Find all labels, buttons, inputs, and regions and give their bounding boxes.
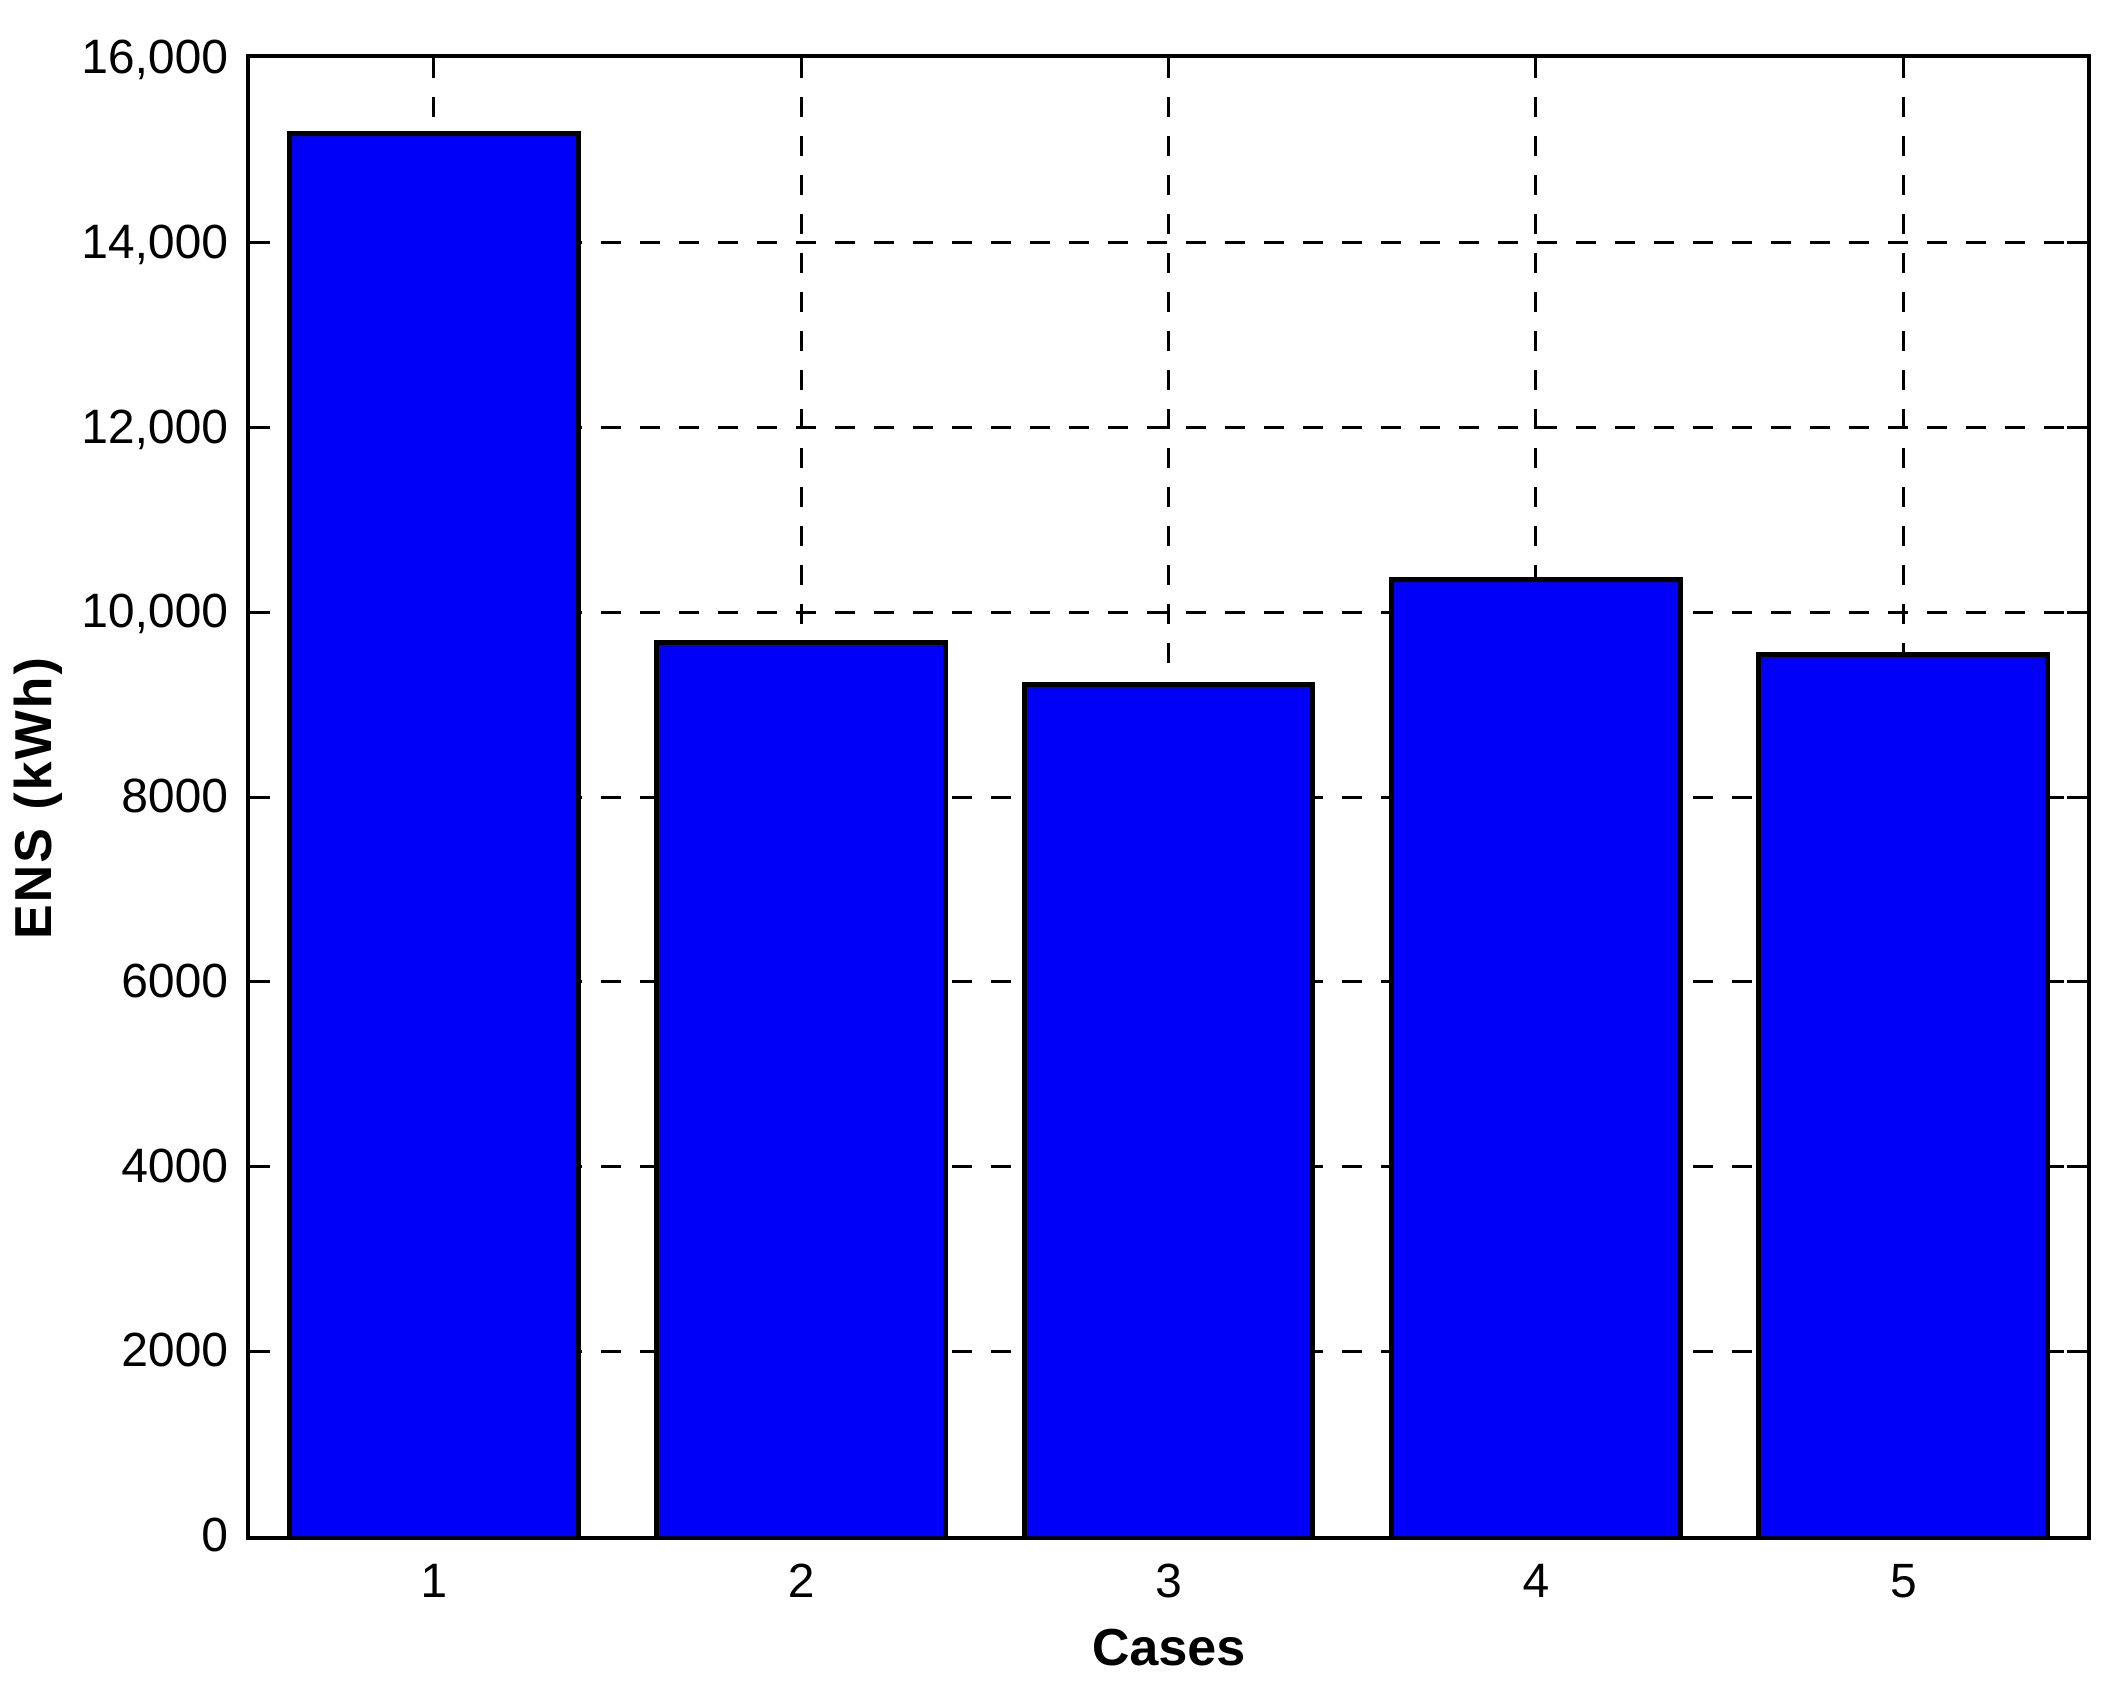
- y-axis-tick: [250, 1165, 270, 1168]
- y-axis-tick: [250, 1349, 270, 1353]
- x-tick-label: 1: [420, 1555, 448, 1608]
- bar: [1021, 681, 1316, 1536]
- plot-area: [246, 54, 2091, 1540]
- x-axis-tick: [1167, 58, 1170, 78]
- x-tick-label: 4: [1522, 1555, 1550, 1608]
- y-tick-label: 10,000: [81, 585, 228, 639]
- y-axis-tick: [250, 795, 270, 799]
- x-axis-tick: [432, 58, 436, 78]
- y-tick-label: 16,000: [81, 31, 228, 84]
- x-axis-label: Cases: [1091, 1619, 1246, 1677]
- bar: [654, 639, 949, 1536]
- y-tick-label: 2000: [121, 1324, 228, 1378]
- y-tick-label: 12,000: [81, 400, 228, 454]
- x-tick-label: 5: [1889, 1555, 1917, 1608]
- x-axis-tick: [1901, 58, 1905, 78]
- x-tick-label: 3: [1155, 1555, 1182, 1608]
- y-axis-tick: [2067, 795, 2087, 799]
- y-axis-tick: [250, 980, 270, 984]
- y-tick-label: 4000: [121, 1139, 228, 1193]
- y-axis-tick: [2067, 241, 2087, 245]
- y-tick-label: 8000: [121, 770, 228, 823]
- x-tick-label: 2: [787, 1555, 815, 1608]
- y-axis-tick: [2067, 980, 2087, 984]
- x-axis-tick: [1534, 58, 1538, 78]
- bar: [286, 130, 581, 1536]
- y-axis-tick: [2067, 610, 2087, 614]
- x-axis-tick: [799, 58, 803, 78]
- y-axis-tick: [2067, 1349, 2087, 1353]
- y-tick-label: 0: [201, 1509, 228, 1562]
- y-axis-tick: [2067, 1165, 2087, 1168]
- y-axis-tick: [250, 426, 270, 429]
- bar: [1756, 651, 2051, 1536]
- y-axis-tick: [2067, 426, 2087, 429]
- y-tick-label: 6000: [121, 954, 228, 1008]
- bar: [1388, 577, 1683, 1536]
- y-axis-tick: [250, 241, 270, 245]
- y-tick-label: 14,000: [81, 215, 228, 269]
- y-axis-tick: [250, 610, 270, 614]
